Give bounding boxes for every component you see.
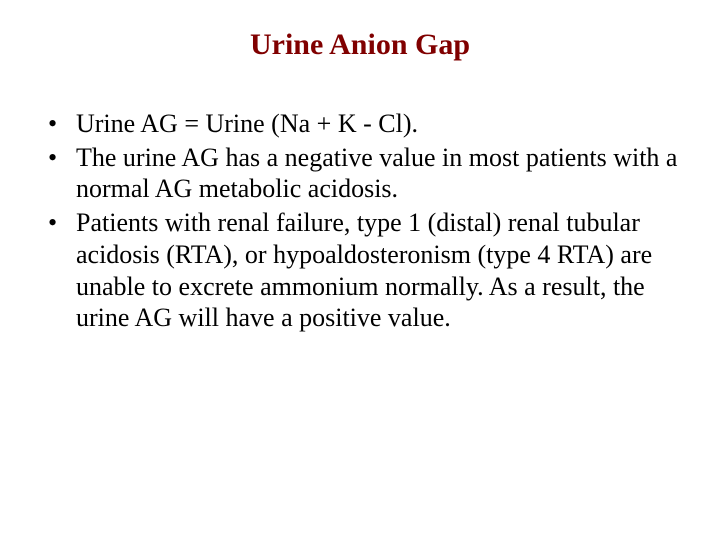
bullet-item: Urine AG = Urine (Na + K - Cl). [40, 108, 680, 140]
bullet-item: Patients with renal failure, type 1 (dis… [40, 207, 680, 334]
slide-container: Urine Anion Gap Urine AG = Urine (Na + K… [0, 0, 720, 540]
bullet-list: Urine AG = Urine (Na + K - Cl). The urin… [40, 108, 680, 334]
bullet-item: The urine AG has a negative value in mos… [40, 142, 680, 205]
slide-title: Urine Anion Gap [40, 28, 680, 62]
